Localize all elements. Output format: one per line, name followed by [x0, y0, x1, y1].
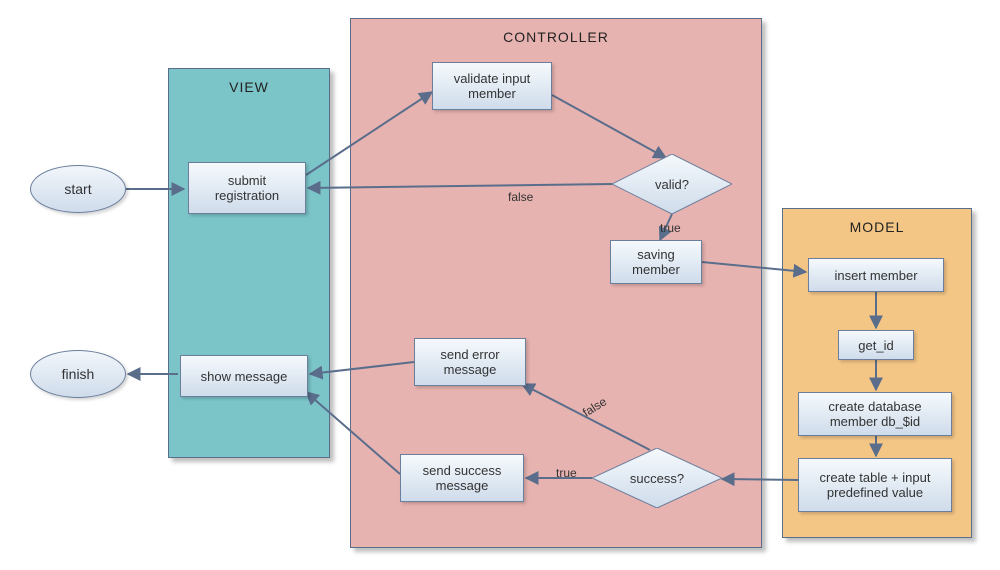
edge-label-valid-false: false: [508, 190, 533, 204]
validate-input-label: validate input member: [439, 71, 545, 101]
model-title: MODEL: [783, 209, 971, 235]
flowchart-canvas: VIEW CONTROLLER MODEL start finish valid…: [0, 0, 1000, 570]
start-terminal: start: [30, 165, 126, 213]
success-decision: success?: [592, 448, 722, 508]
create-db-node: create database member db_$id: [798, 392, 952, 436]
create-db-label: create database member db_$id: [805, 399, 945, 429]
show-message-node: show message: [180, 355, 308, 397]
success-label: success?: [630, 471, 684, 486]
start-label: start: [64, 181, 91, 197]
controller-title: CONTROLLER: [351, 19, 761, 45]
submit-registration-node: submit registration: [188, 162, 306, 214]
view-title: VIEW: [169, 69, 329, 95]
saving-member-label: saving member: [617, 247, 695, 277]
edge-label-success-true: true: [556, 466, 577, 480]
valid-decision: valid?: [612, 154, 732, 214]
get-id-label: get_id: [858, 338, 893, 353]
create-table-node: create table + input predefined value: [798, 458, 952, 512]
show-message-label: show message: [201, 369, 288, 384]
valid-label: valid?: [655, 177, 689, 192]
finish-label: finish: [62, 366, 95, 382]
insert-member-label: insert member: [834, 268, 917, 283]
send-success-label: send success message: [407, 463, 517, 493]
send-error-label: send error message: [421, 347, 519, 377]
view-container: VIEW: [168, 68, 330, 458]
send-success-node: send success message: [400, 454, 524, 502]
send-error-node: send error message: [414, 338, 526, 386]
saving-member-node: saving member: [610, 240, 702, 284]
finish-terminal: finish: [30, 350, 126, 398]
edge-label-valid-true: true: [660, 221, 681, 235]
get-id-node: get_id: [838, 330, 914, 360]
submit-registration-label: submit registration: [195, 173, 299, 203]
insert-member-node: insert member: [808, 258, 944, 292]
create-table-label: create table + input predefined value: [805, 470, 945, 500]
validate-input-node: validate input member: [432, 62, 552, 110]
